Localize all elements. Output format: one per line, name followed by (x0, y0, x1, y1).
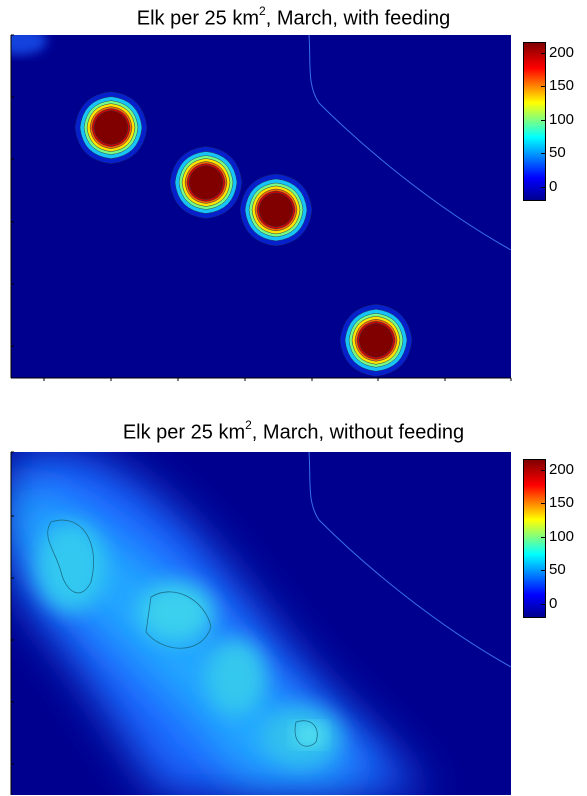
density-peak (295, 725, 323, 745)
title-superscript: 2 (245, 418, 252, 432)
colorbar-tick-label: 50 (549, 144, 566, 161)
colorbar-tick (541, 470, 545, 471)
chart-title-with-feeding: Elk per 25 km2, March, with feeding (0, 4, 587, 31)
colorbar-tick-label: 0 (549, 178, 558, 195)
colorbar-tick (541, 120, 545, 121)
boundary-line (308, 452, 511, 668)
colorbar-gradient (524, 43, 545, 200)
contour-ring (93, 110, 129, 145)
hotspot-3 (239, 173, 313, 247)
density-patch (36, 522, 106, 612)
hotspot-layer (74, 91, 413, 377)
hotspot-1 (74, 91, 148, 164)
heatmap-with-feeding (11, 35, 511, 378)
contour-line (294, 720, 318, 747)
heatmap-without-feeding (11, 452, 511, 795)
title-suffix: , March, with feeding (265, 7, 451, 30)
colorbar-tick-label: 50 (549, 561, 566, 578)
colorbar-tick (541, 153, 545, 154)
contour-line (145, 591, 212, 649)
corner-glow (11, 35, 47, 55)
colorbar-tick (541, 187, 545, 188)
contour-ring (358, 323, 394, 358)
contour-ring (188, 165, 224, 200)
hotspot-4 (339, 304, 413, 377)
colorbar-tick (541, 570, 545, 571)
chart-title-without-feeding: Elk per 25 km2, March, without feeding (0, 418, 587, 445)
title-suffix: , March, without feeding (251, 421, 465, 444)
colorbar-tick-label: 100 (549, 528, 575, 545)
colorbar-tick (541, 503, 545, 504)
colorbar-gradient (524, 460, 545, 617)
colorbar-tick-label: 150 (549, 77, 575, 94)
colorbar-tick-label: 200 (549, 44, 575, 61)
colorbar-without-feeding (523, 459, 546, 618)
colorbar-tick (541, 537, 545, 538)
colorbar-tick (541, 53, 545, 54)
colorbar-tick (541, 86, 545, 87)
title-text: Elk per 25 km (136, 7, 260, 30)
hotspot-2 (169, 146, 243, 219)
colorbar-tick (541, 604, 545, 605)
colorbar-tick-label: 150 (549, 494, 575, 511)
contour-ring (258, 192, 294, 228)
colorbar-tick-label: 200 (549, 461, 575, 478)
density-patch (138, 582, 214, 642)
boundary-line (308, 35, 511, 251)
density-patch (206, 639, 266, 715)
title-superscript: 2 (259, 4, 266, 18)
colorbar-with-feeding (523, 42, 546, 201)
colorbar-tick-label: 100 (549, 111, 575, 128)
title-text: Elk per 25 km (122, 421, 246, 444)
colorbar-tick-label: 0 (549, 595, 558, 612)
